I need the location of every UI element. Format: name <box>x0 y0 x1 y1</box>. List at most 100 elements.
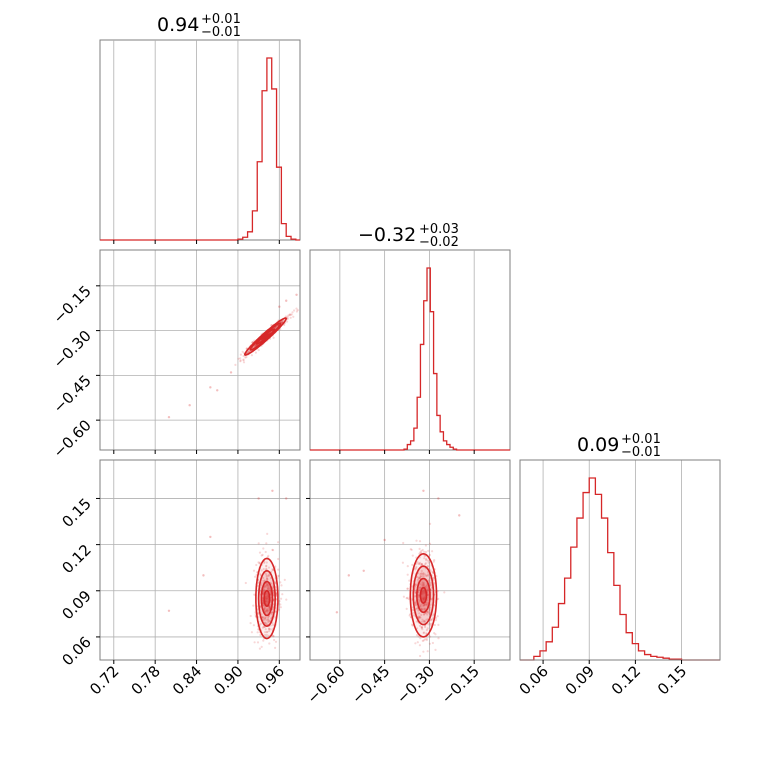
hist-bar <box>262 91 267 240</box>
sample-point <box>421 581 424 584</box>
sample-point <box>421 582 424 585</box>
hist-series-1 <box>310 267 510 451</box>
sample-point <box>260 645 263 649</box>
sample-point <box>418 588 421 591</box>
sample-point <box>432 614 435 617</box>
sample-point <box>420 563 423 566</box>
sample-point <box>411 609 414 612</box>
sample-point <box>422 650 425 653</box>
sample-point <box>252 604 255 607</box>
param-3-title-minus: −0.01 <box>621 445 661 460</box>
sample-point <box>257 497 260 500</box>
tick-label-y: 0.06 <box>58 633 94 669</box>
ticks-2-1: −0.60 −0.45 −0.30 −0.15 <box>303 497 483 707</box>
sample-point <box>418 661 420 663</box>
hist-bar <box>252 211 257 240</box>
sample-point <box>432 613 435 616</box>
sample-point <box>264 598 267 601</box>
grid-1-0 <box>100 250 300 450</box>
sample-point <box>458 514 461 517</box>
sample-point <box>290 313 293 316</box>
tick-label-y: 0.12 <box>58 541 94 577</box>
sample-point <box>411 554 414 557</box>
sample-point <box>280 584 283 587</box>
sample-point <box>278 600 281 603</box>
sample-point <box>268 607 271 610</box>
sample-point <box>264 631 267 634</box>
sample-point <box>417 593 420 597</box>
sample-point <box>424 585 427 588</box>
panel-frame <box>309 459 511 661</box>
sample-point <box>422 575 425 578</box>
sample-point <box>239 357 242 360</box>
sample-point <box>423 596 426 599</box>
sample-point <box>284 315 288 318</box>
sample-point <box>426 601 429 605</box>
sample-point <box>416 561 419 564</box>
sample-point <box>431 641 434 645</box>
sample-point <box>272 635 275 638</box>
sample-point <box>270 570 273 573</box>
panel-scatter-2-1: −0.60 −0.45 −0.30 −0.15 <box>303 459 511 707</box>
sample-point <box>443 591 446 594</box>
sample-point <box>426 610 429 613</box>
sample-point <box>274 565 277 568</box>
sample-point <box>425 628 428 632</box>
sample-point <box>425 632 428 635</box>
sample-point <box>256 584 259 588</box>
sample-point <box>419 551 422 554</box>
sample-point <box>267 574 270 577</box>
sample-point <box>426 650 429 653</box>
sample-point <box>418 615 421 619</box>
sample-point <box>261 598 264 602</box>
sample-point <box>423 608 426 611</box>
tick-label-x: 0.06 <box>516 662 552 698</box>
sample-point <box>434 648 437 652</box>
tick-label-x: 0.84 <box>169 662 205 698</box>
sample-point <box>429 522 432 526</box>
sample-point <box>263 561 266 565</box>
sample-point <box>436 615 439 618</box>
sample-point <box>252 624 255 627</box>
sample-point <box>266 532 269 536</box>
hist-bar <box>620 615 626 661</box>
sample-point <box>285 299 288 302</box>
sample-point <box>383 538 386 542</box>
sample-point <box>262 617 265 620</box>
sample-point <box>264 617 267 620</box>
sample-point <box>423 603 426 607</box>
sample-point <box>421 639 424 643</box>
sample-point <box>433 559 436 562</box>
sample-point <box>425 559 428 562</box>
sample-point <box>265 622 268 626</box>
sample-point <box>167 415 171 419</box>
sample-point <box>285 320 289 323</box>
sample-point <box>247 350 250 353</box>
x-ticks-0-top <box>113 240 280 244</box>
ticks-2-2: 0.06 0.09 0.12 0.15 <box>516 660 690 698</box>
sample-point <box>420 562 424 566</box>
sample-point <box>433 632 436 635</box>
hist-bar <box>626 633 632 660</box>
sample-point <box>261 553 264 557</box>
tick-label-y: 0.09 <box>58 587 94 623</box>
sample-point <box>293 309 296 312</box>
sample-point <box>422 604 425 608</box>
sample-point <box>418 624 422 628</box>
sample-point <box>420 625 424 629</box>
sample-point <box>271 549 275 552</box>
sample-point <box>425 618 428 621</box>
sample-point <box>265 597 268 600</box>
tick-label-x: 0.72 <box>86 662 122 698</box>
tick-label-x: 0.78 <box>128 662 164 698</box>
sample-point <box>266 578 269 581</box>
sample-point <box>429 603 432 606</box>
sample-point <box>255 563 258 567</box>
sample-point <box>271 568 275 572</box>
contour-level <box>412 565 435 626</box>
sample-point <box>242 358 245 361</box>
sample-point <box>427 611 430 615</box>
sample-point <box>418 540 422 543</box>
sample-point <box>253 593 256 596</box>
sample-point <box>427 561 430 564</box>
